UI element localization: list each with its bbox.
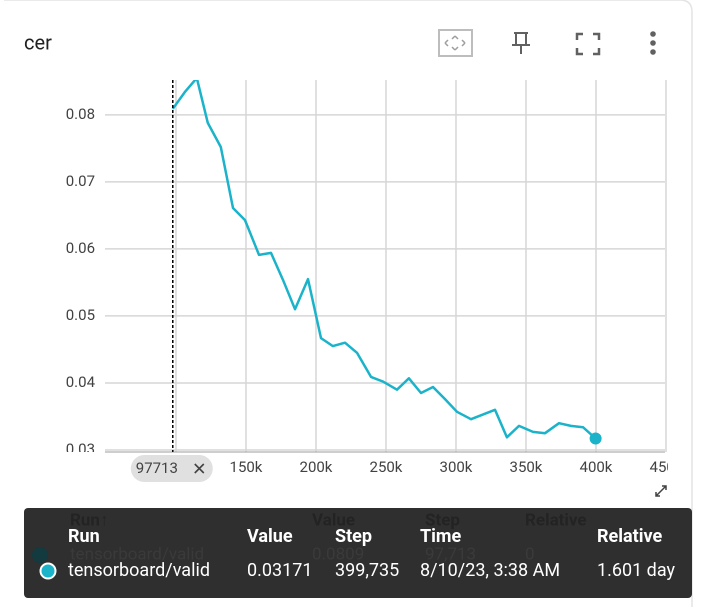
tooltip-header: Value <box>247 526 293 547</box>
hover-step-chip <box>130 455 213 482</box>
fullscreen-button[interactable] <box>575 32 601 56</box>
more-menu-button[interactable] <box>650 31 656 55</box>
tooltip-header: Relative <box>597 526 663 547</box>
tooltip-header: Time <box>420 526 462 547</box>
y-tick-label: 0.04 <box>66 373 96 391</box>
x-tick-label: 300k <box>440 458 473 476</box>
background-dot <box>32 547 48 563</box>
x-tick-label: 450k <box>650 458 683 476</box>
tooltip-header: Run <box>68 526 100 547</box>
tooltip-cell: 1.601 day <box>597 560 675 581</box>
fit-domain-button[interactable] <box>438 29 473 57</box>
hover-point <box>589 432 602 445</box>
tooltip-cell: 0.03171 <box>247 560 312 581</box>
hover-step-label: 97713 <box>136 459 178 477</box>
y-tick-label: 0.06 <box>66 239 95 257</box>
background-row: tensorboard/valid <box>70 544 204 564</box>
background-row: 0 <box>525 544 535 564</box>
run-color-dot <box>39 562 57 580</box>
x-tick-label: 400k <box>580 458 613 476</box>
tooltip-header: Step <box>335 526 372 547</box>
resize-handle[interactable] <box>655 485 667 497</box>
card-border <box>4 0 693 607</box>
tooltip-box <box>24 508 692 598</box>
tooltip-cell: tensorboard/valid <box>68 560 210 581</box>
background-row: 97,713 <box>425 544 476 564</box>
y-tick-label: 0.07 <box>66 172 95 190</box>
y-tick-label: 0.08 <box>66 105 95 123</box>
y-tick-label: 0.03 <box>66 440 95 458</box>
series-line <box>171 80 597 440</box>
tooltip-cell: 8/10/23, 3:38 AM <box>420 560 560 581</box>
x-tick-label: 250k <box>370 458 403 476</box>
x-tick-label: 350k <box>510 458 543 476</box>
background-row: 0.0809 <box>312 544 364 564</box>
x-tick-label: 150k <box>230 458 263 476</box>
pin-button[interactable] <box>512 32 530 54</box>
clear-icon <box>194 463 205 474</box>
y-tick-label: 0.05 <box>66 306 95 324</box>
card-title: cer <box>24 30 52 54</box>
tooltip-cell: 399,735 <box>335 560 399 581</box>
x-tick-label: 200k <box>300 458 333 476</box>
